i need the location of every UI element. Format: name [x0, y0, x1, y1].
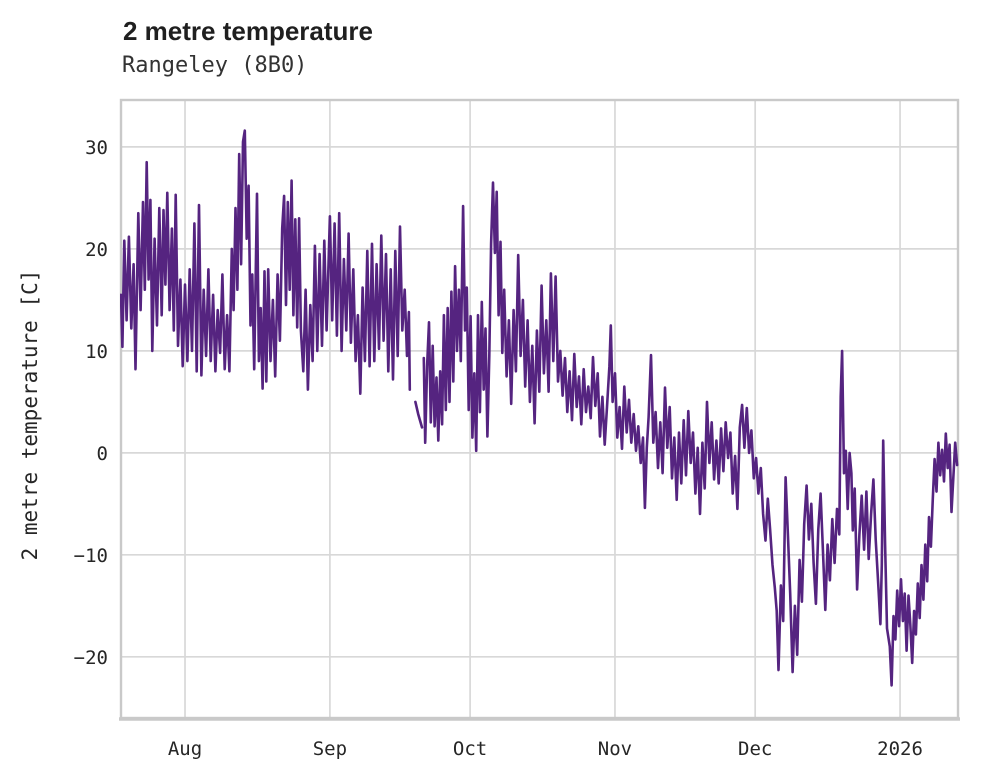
y-tick-label: 30: [85, 137, 108, 159]
temperature-line: [422, 181, 959, 687]
y-tick-label: −20: [74, 647, 108, 669]
temperature-line: [120, 129, 412, 396]
chart-title: 2 metre temperature: [123, 16, 373, 46]
x-tick-label: 2026: [877, 738, 923, 760]
y-tick-label: −10: [74, 545, 108, 567]
y-tick-label: 0: [97, 443, 108, 465]
x-tick-label: Nov: [598, 738, 632, 760]
x-tick-label: Aug: [168, 738, 202, 760]
y-tick-label: 10: [85, 341, 108, 363]
x-tick-label: Dec: [738, 738, 772, 760]
x-tick-label: Oct: [453, 738, 487, 760]
temperature-line: [414, 400, 424, 429]
chart-subtitle: Rangeley (8B0): [122, 53, 308, 78]
x-tick-label: Sep: [313, 738, 347, 760]
y-tick-label: 20: [85, 239, 108, 261]
